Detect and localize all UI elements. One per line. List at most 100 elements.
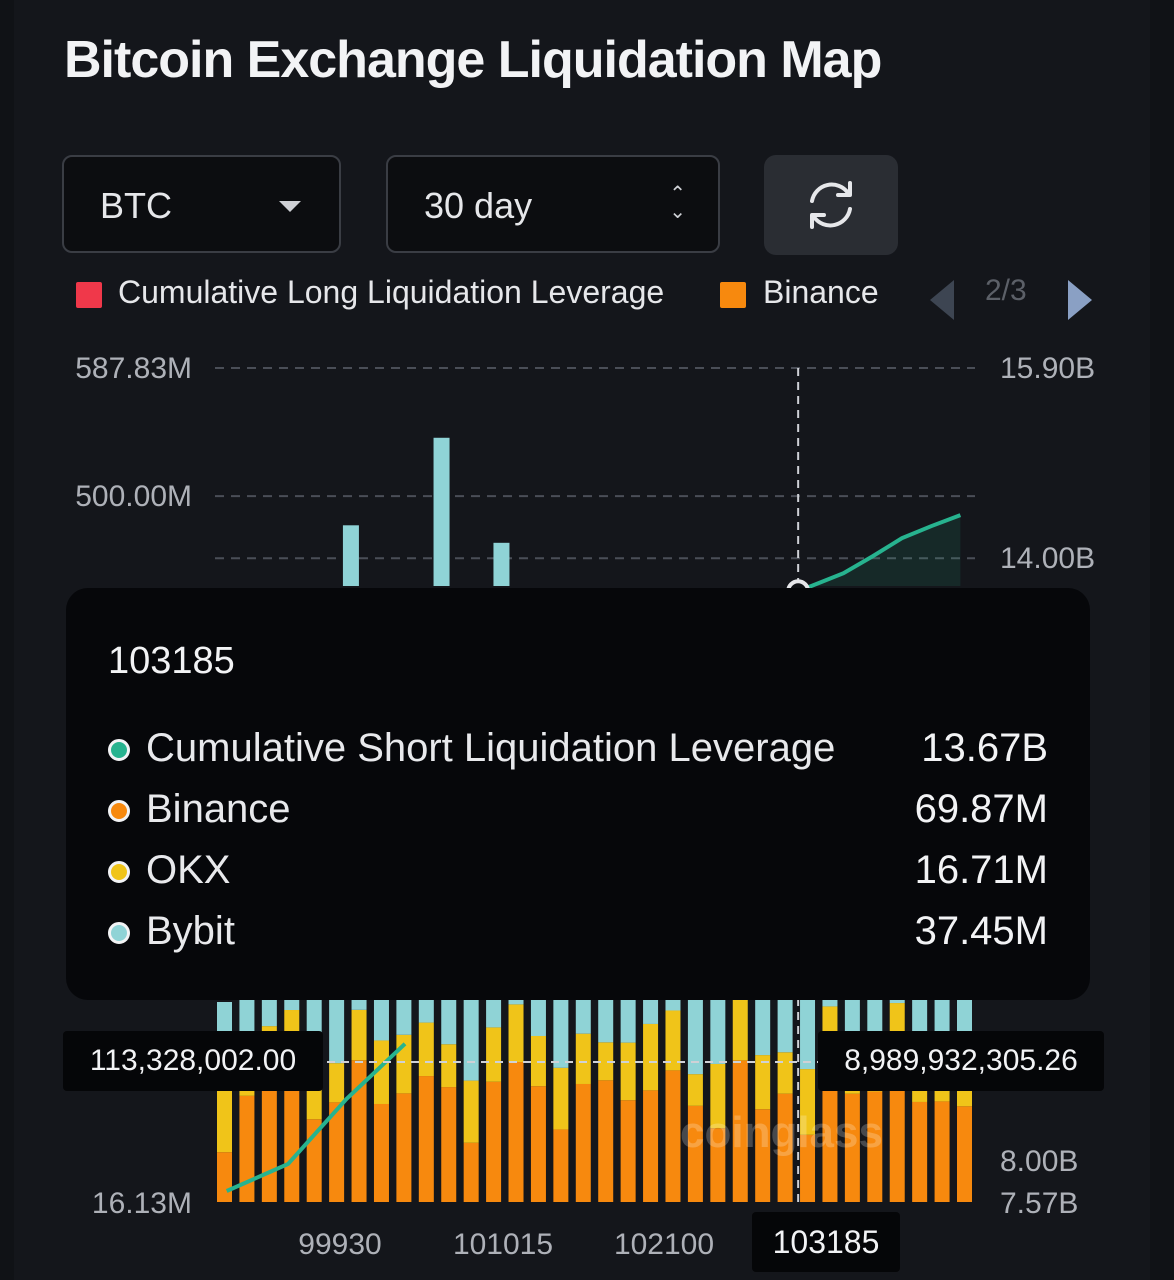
- bar-segment: [575, 991, 591, 1034]
- bar-segment: [217, 1088, 232, 1153]
- bar-segment: [575, 1083, 591, 1202]
- x-axis-tick: 101015: [453, 1228, 553, 1261]
- x-axis-tick: 102100: [614, 1228, 714, 1261]
- bar-segment: [329, 993, 345, 1064]
- bar-segment: [373, 1040, 389, 1104]
- series-dot-icon: [108, 922, 130, 944]
- bar-segment: [486, 1027, 502, 1082]
- right-axis-tick: 7.57B: [1000, 1187, 1078, 1220]
- x-axis-highlight: 103185: [752, 1212, 900, 1272]
- tooltip-series-name: Binance: [146, 787, 291, 831]
- bar-segment: [732, 1060, 748, 1202]
- bar-segment: [575, 1033, 591, 1084]
- bar-segment: [687, 1074, 703, 1106]
- bar-segment: [351, 1060, 367, 1202]
- bar-segment: [687, 1105, 703, 1202]
- tooltip-series-value: 16.71M: [914, 848, 1048, 892]
- bar-segment: [643, 1023, 659, 1091]
- x-axis-tick: 99930: [298, 1228, 381, 1261]
- bar-segment: [912, 1101, 928, 1202]
- bar-segment: [777, 1093, 793, 1202]
- bar-segment: [284, 1072, 300, 1202]
- bar-segment: [463, 1080, 479, 1143]
- crosshair-right-value: 8,989,932,305.26: [818, 1031, 1104, 1091]
- bar-segment: [643, 1090, 659, 1202]
- cumulative-short-line: [797, 513, 962, 594]
- series-dot-icon: [108, 861, 130, 883]
- bar-segment: [508, 1062, 524, 1202]
- legend: Cumulative Long Liquidation Leverage Bin…: [0, 270, 1174, 320]
- bar-segment: [486, 1081, 502, 1202]
- bar-segment: [755, 1109, 771, 1202]
- bar-segment: [889, 1081, 905, 1202]
- bar-segment: [665, 1010, 681, 1071]
- bar-segment: [755, 1055, 771, 1110]
- legend-item-binance[interactable]: Binance: [763, 274, 879, 310]
- coin-select-value: BTC: [100, 185, 172, 226]
- tooltip-row: Bybit 37.45M: [108, 909, 1048, 957]
- bar-segment: [418, 1022, 434, 1077]
- tooltip-title: 103185: [108, 640, 235, 682]
- legend-prev-arrow-icon[interactable]: [930, 280, 954, 320]
- bar-segment: [553, 1129, 569, 1202]
- bar-segment: [463, 983, 479, 1081]
- refresh-button[interactable]: [764, 155, 898, 255]
- refresh-icon: [810, 181, 852, 229]
- watermark: coinglass: [680, 1108, 883, 1157]
- tooltip-series-name: OKX: [146, 848, 231, 892]
- bar-segment: [508, 1004, 524, 1063]
- bar-segment: [844, 1093, 860, 1202]
- tooltip-series-value: 69.87M: [914, 787, 1048, 831]
- bar-segment: [710, 1063, 726, 1129]
- bar-segment: [800, 1134, 816, 1202]
- right-axis-tick: 8.00B: [1000, 1145, 1078, 1178]
- bar-segment: [530, 1086, 546, 1202]
- bar-segment: [351, 1009, 367, 1061]
- series-dot-icon: [108, 800, 130, 822]
- page-title: Bitcoin Exchange Liquidation Map: [64, 31, 882, 89]
- right-axis-tick: 14.00B: [1000, 542, 1095, 575]
- legend-swatch-binance: [720, 282, 746, 308]
- series-dot-icon: [108, 739, 130, 761]
- bar-segment: [239, 1095, 255, 1202]
- bybit-bar: [433, 437, 450, 586]
- bar-segment: [418, 1076, 434, 1202]
- left-axis-tick: 500.00M: [75, 480, 192, 513]
- bar-segment: [441, 1044, 457, 1088]
- tooltip-row: OKX 16.71M: [108, 848, 1048, 896]
- legend-page-indicator: 2/3: [985, 274, 1027, 307]
- legend-next-arrow-icon[interactable]: [1068, 280, 1092, 320]
- bar-segment: [665, 1070, 681, 1202]
- bar-segment: [396, 1093, 412, 1202]
- legend-swatch-long: [76, 282, 102, 308]
- bar-segment: [867, 1091, 883, 1202]
- crosshair-left-value: 113,328,002.00: [63, 1031, 323, 1091]
- bybit-bar: [493, 542, 510, 586]
- bar-segment: [732, 991, 748, 1061]
- bar-segment: [934, 1101, 950, 1202]
- range-select[interactable]: 30 day ⌃ ⌄: [386, 155, 720, 253]
- bar-segment: [329, 1063, 345, 1103]
- bar-segment: [261, 1074, 277, 1202]
- legend-item-long[interactable]: Cumulative Long Liquidation Leverage: [118, 274, 665, 310]
- tooltip-series-name: Bybit: [146, 909, 235, 953]
- cumulative-long-line: [225, 1042, 407, 1193]
- right-axis-tick: 15.90B: [1000, 352, 1095, 385]
- bar-segment: [463, 1142, 479, 1202]
- bar-segment: [620, 1042, 636, 1101]
- chart-tooltip: 103185 Cumulative Short Liquidation Leve…: [66, 588, 1090, 1000]
- bar-segment: [598, 1042, 614, 1081]
- bar-segment: [329, 1102, 345, 1202]
- up-down-chevron-icon: ⌃ ⌄: [669, 183, 686, 223]
- left-axis-tick: 16.13M: [92, 1187, 192, 1220]
- bar-segment: [800, 1069, 816, 1135]
- bar-segment: [687, 999, 703, 1075]
- bar-segment: [710, 1128, 726, 1202]
- left-axis-tick: 587.83M: [75, 352, 192, 385]
- coin-select[interactable]: BTC: [62, 155, 341, 253]
- bar-segment: [822, 1067, 838, 1202]
- bar-segment: [598, 1080, 614, 1202]
- bar-segment: [620, 1100, 636, 1202]
- bar-segment: [800, 995, 816, 1070]
- bar-segment: [441, 1087, 457, 1202]
